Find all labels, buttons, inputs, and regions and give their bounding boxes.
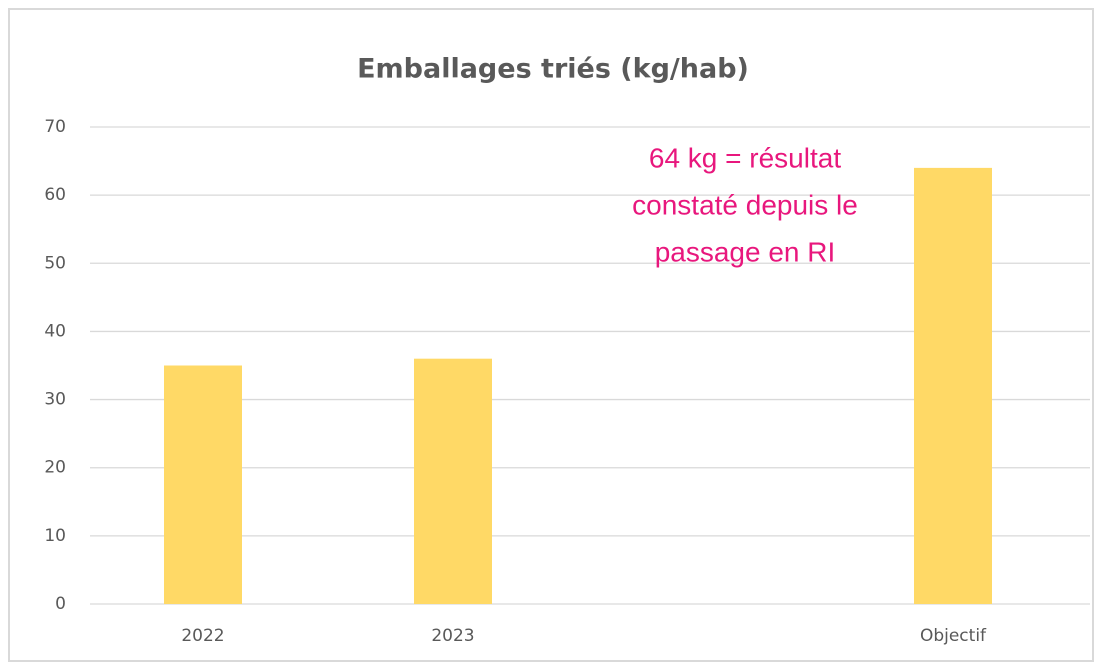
y-tick-label: 60 bbox=[44, 185, 66, 205]
y-tick-label: 0 bbox=[55, 594, 66, 614]
annotation: passage en RI bbox=[655, 236, 836, 267]
y-tick-label: 20 bbox=[44, 458, 66, 478]
bar bbox=[414, 358, 492, 604]
y-tick-label: 40 bbox=[44, 321, 66, 341]
y-tick-label: 10 bbox=[44, 526, 66, 546]
annotation: 64 kg = résultat bbox=[649, 142, 841, 173]
y-tick-label: 30 bbox=[44, 390, 66, 410]
bar bbox=[164, 365, 242, 604]
y-tick-label: 70 bbox=[44, 117, 66, 137]
y-tick-label: 50 bbox=[44, 253, 66, 273]
x-tick-label: Objectif bbox=[920, 626, 987, 646]
x-tick-label: 2023 bbox=[431, 626, 474, 646]
x-tick-label: 2022 bbox=[181, 626, 224, 646]
annotation: constaté depuis le bbox=[632, 189, 858, 220]
chart-title: Emballages triés (kg/hab) bbox=[357, 54, 749, 85]
bar bbox=[914, 167, 992, 604]
